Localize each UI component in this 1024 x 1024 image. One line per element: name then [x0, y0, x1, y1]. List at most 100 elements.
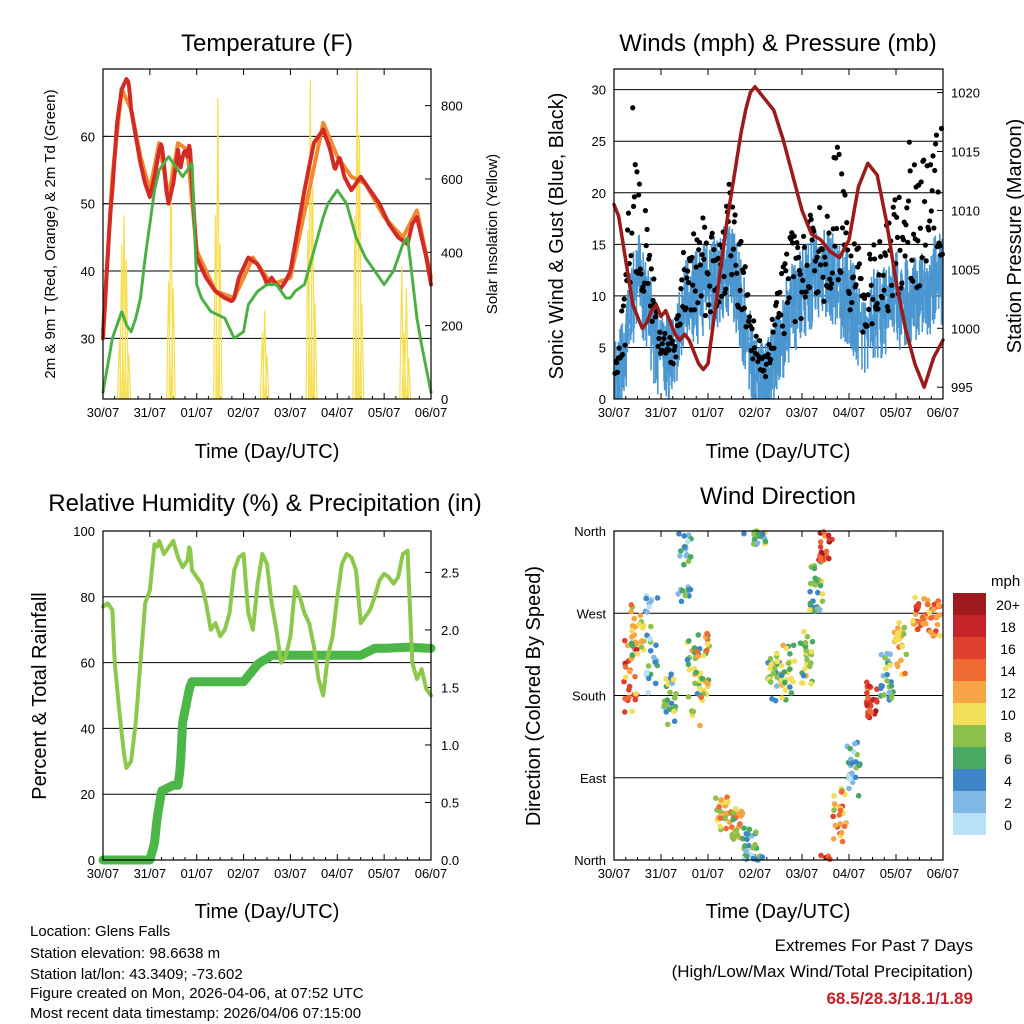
gust-point [911, 162, 918, 168]
wind-direction-point [832, 822, 839, 829]
wind-direction-point [703, 647, 710, 654]
wind-direction-point [629, 652, 636, 658]
gust-point [860, 329, 866, 335]
gust-point [770, 329, 776, 335]
wind-direction-point [788, 675, 795, 682]
wind-direction-point [785, 660, 792, 667]
direction-xtick-label: 04/07 [833, 866, 866, 881]
wind-direction-point [681, 533, 688, 539]
gust-point [701, 256, 707, 262]
legend-level-label: 10 [1000, 707, 1016, 723]
wind-direction-point [850, 749, 857, 755]
gust-point [741, 305, 747, 311]
gust-point [907, 168, 913, 174]
wind-direction-point [831, 801, 838, 807]
wind-direction-point [654, 595, 661, 601]
solar-insolation-pulse [312, 303, 318, 400]
wind-direction-point [690, 708, 697, 715]
gust-point [726, 181, 732, 187]
wind-direction-point [912, 594, 918, 601]
gust-point [905, 198, 912, 204]
gust-point [749, 326, 755, 332]
wind-direction-point [856, 762, 862, 769]
wind-direction-point [754, 540, 761, 546]
wind-direction-point [638, 644, 645, 650]
wind-direction-point [865, 713, 871, 719]
gust-point [864, 323, 870, 329]
legend-level-label: 4 [1004, 773, 1012, 789]
wind-direction-point [882, 654, 888, 661]
wind-direction-point [742, 843, 748, 849]
gust-point [621, 296, 627, 302]
gust-point [647, 303, 654, 309]
wind-direction-point [767, 679, 774, 685]
gust-point [750, 356, 756, 362]
wind-direction-point [800, 672, 807, 679]
wind-direction-point [866, 683, 872, 689]
gust-point [781, 331, 787, 337]
humidity-y2tick-label: 0.0 [441, 853, 459, 868]
wind-direction-point [773, 683, 780, 689]
gust-point [926, 227, 932, 233]
wind-direction-point [717, 808, 724, 815]
temperature-y2tick-label: 0 [441, 392, 448, 407]
wind-direction-point [919, 614, 926, 620]
wind-direction-point [849, 770, 855, 776]
wind-direction-point [677, 548, 684, 554]
gust-point [826, 230, 832, 236]
gust-point [757, 338, 763, 344]
gust-point [877, 254, 884, 260]
wind-direction-point [676, 531, 682, 537]
wind-direction-point [696, 685, 703, 692]
wind-direction-point [898, 657, 904, 664]
gust-point [937, 243, 943, 249]
wind-direction-point [698, 694, 704, 701]
wind-direction-point [823, 548, 830, 555]
gust-point [910, 278, 916, 284]
gust-point [709, 230, 715, 236]
gust-point [809, 237, 815, 243]
wind-direction-point [926, 609, 933, 616]
direction-ytick-label: West [577, 606, 607, 621]
gust-point [797, 271, 803, 277]
wind-direction-point [804, 633, 811, 640]
gust-point [904, 205, 910, 211]
wind-direction-point [768, 661, 775, 668]
gust-point [656, 335, 662, 342]
temperature-frame [102, 68, 432, 400]
gust-point [734, 270, 740, 276]
gust-point [631, 194, 637, 200]
wind-direction-point [936, 612, 943, 618]
gust-point [838, 269, 844, 275]
gust-point [737, 287, 743, 293]
gust-point [794, 239, 800, 246]
wind-direction-point [677, 553, 683, 559]
gust-point [894, 214, 900, 220]
direction-xtick-label: 03/07 [786, 866, 819, 881]
wind-direction-point [626, 687, 632, 693]
wind-direction-point [716, 804, 722, 810]
wind-direction-point [730, 836, 737, 842]
wind-direction-point [639, 638, 645, 645]
gust-point [685, 279, 692, 286]
gust-point [620, 303, 627, 309]
gust-point [705, 271, 711, 277]
wind-direction-point [881, 692, 887, 698]
gust-point [746, 318, 752, 324]
gust-point [790, 240, 796, 246]
gust-point [693, 264, 699, 270]
gust-point [636, 192, 642, 198]
gust-point [910, 231, 917, 237]
solar-insolation-pulse [124, 259, 129, 400]
direction-xtick-label: 02/07 [739, 866, 772, 881]
gust-point [846, 290, 852, 297]
direction-plot-area: 30/07 31/07 01/07 02/07 03/07 04/07 05/07 06/07… [572, 524, 1020, 881]
wind-direction-point [915, 604, 922, 610]
gust-point [779, 323, 786, 329]
wind-direction-point [787, 651, 793, 657]
temperature-y2tick-label: 200 [441, 319, 463, 334]
solar-insolation-pulse [170, 288, 176, 400]
wind-direction-point [816, 606, 823, 613]
solar-insolation-pulse [217, 244, 223, 400]
wind-direction-point [884, 650, 890, 657]
